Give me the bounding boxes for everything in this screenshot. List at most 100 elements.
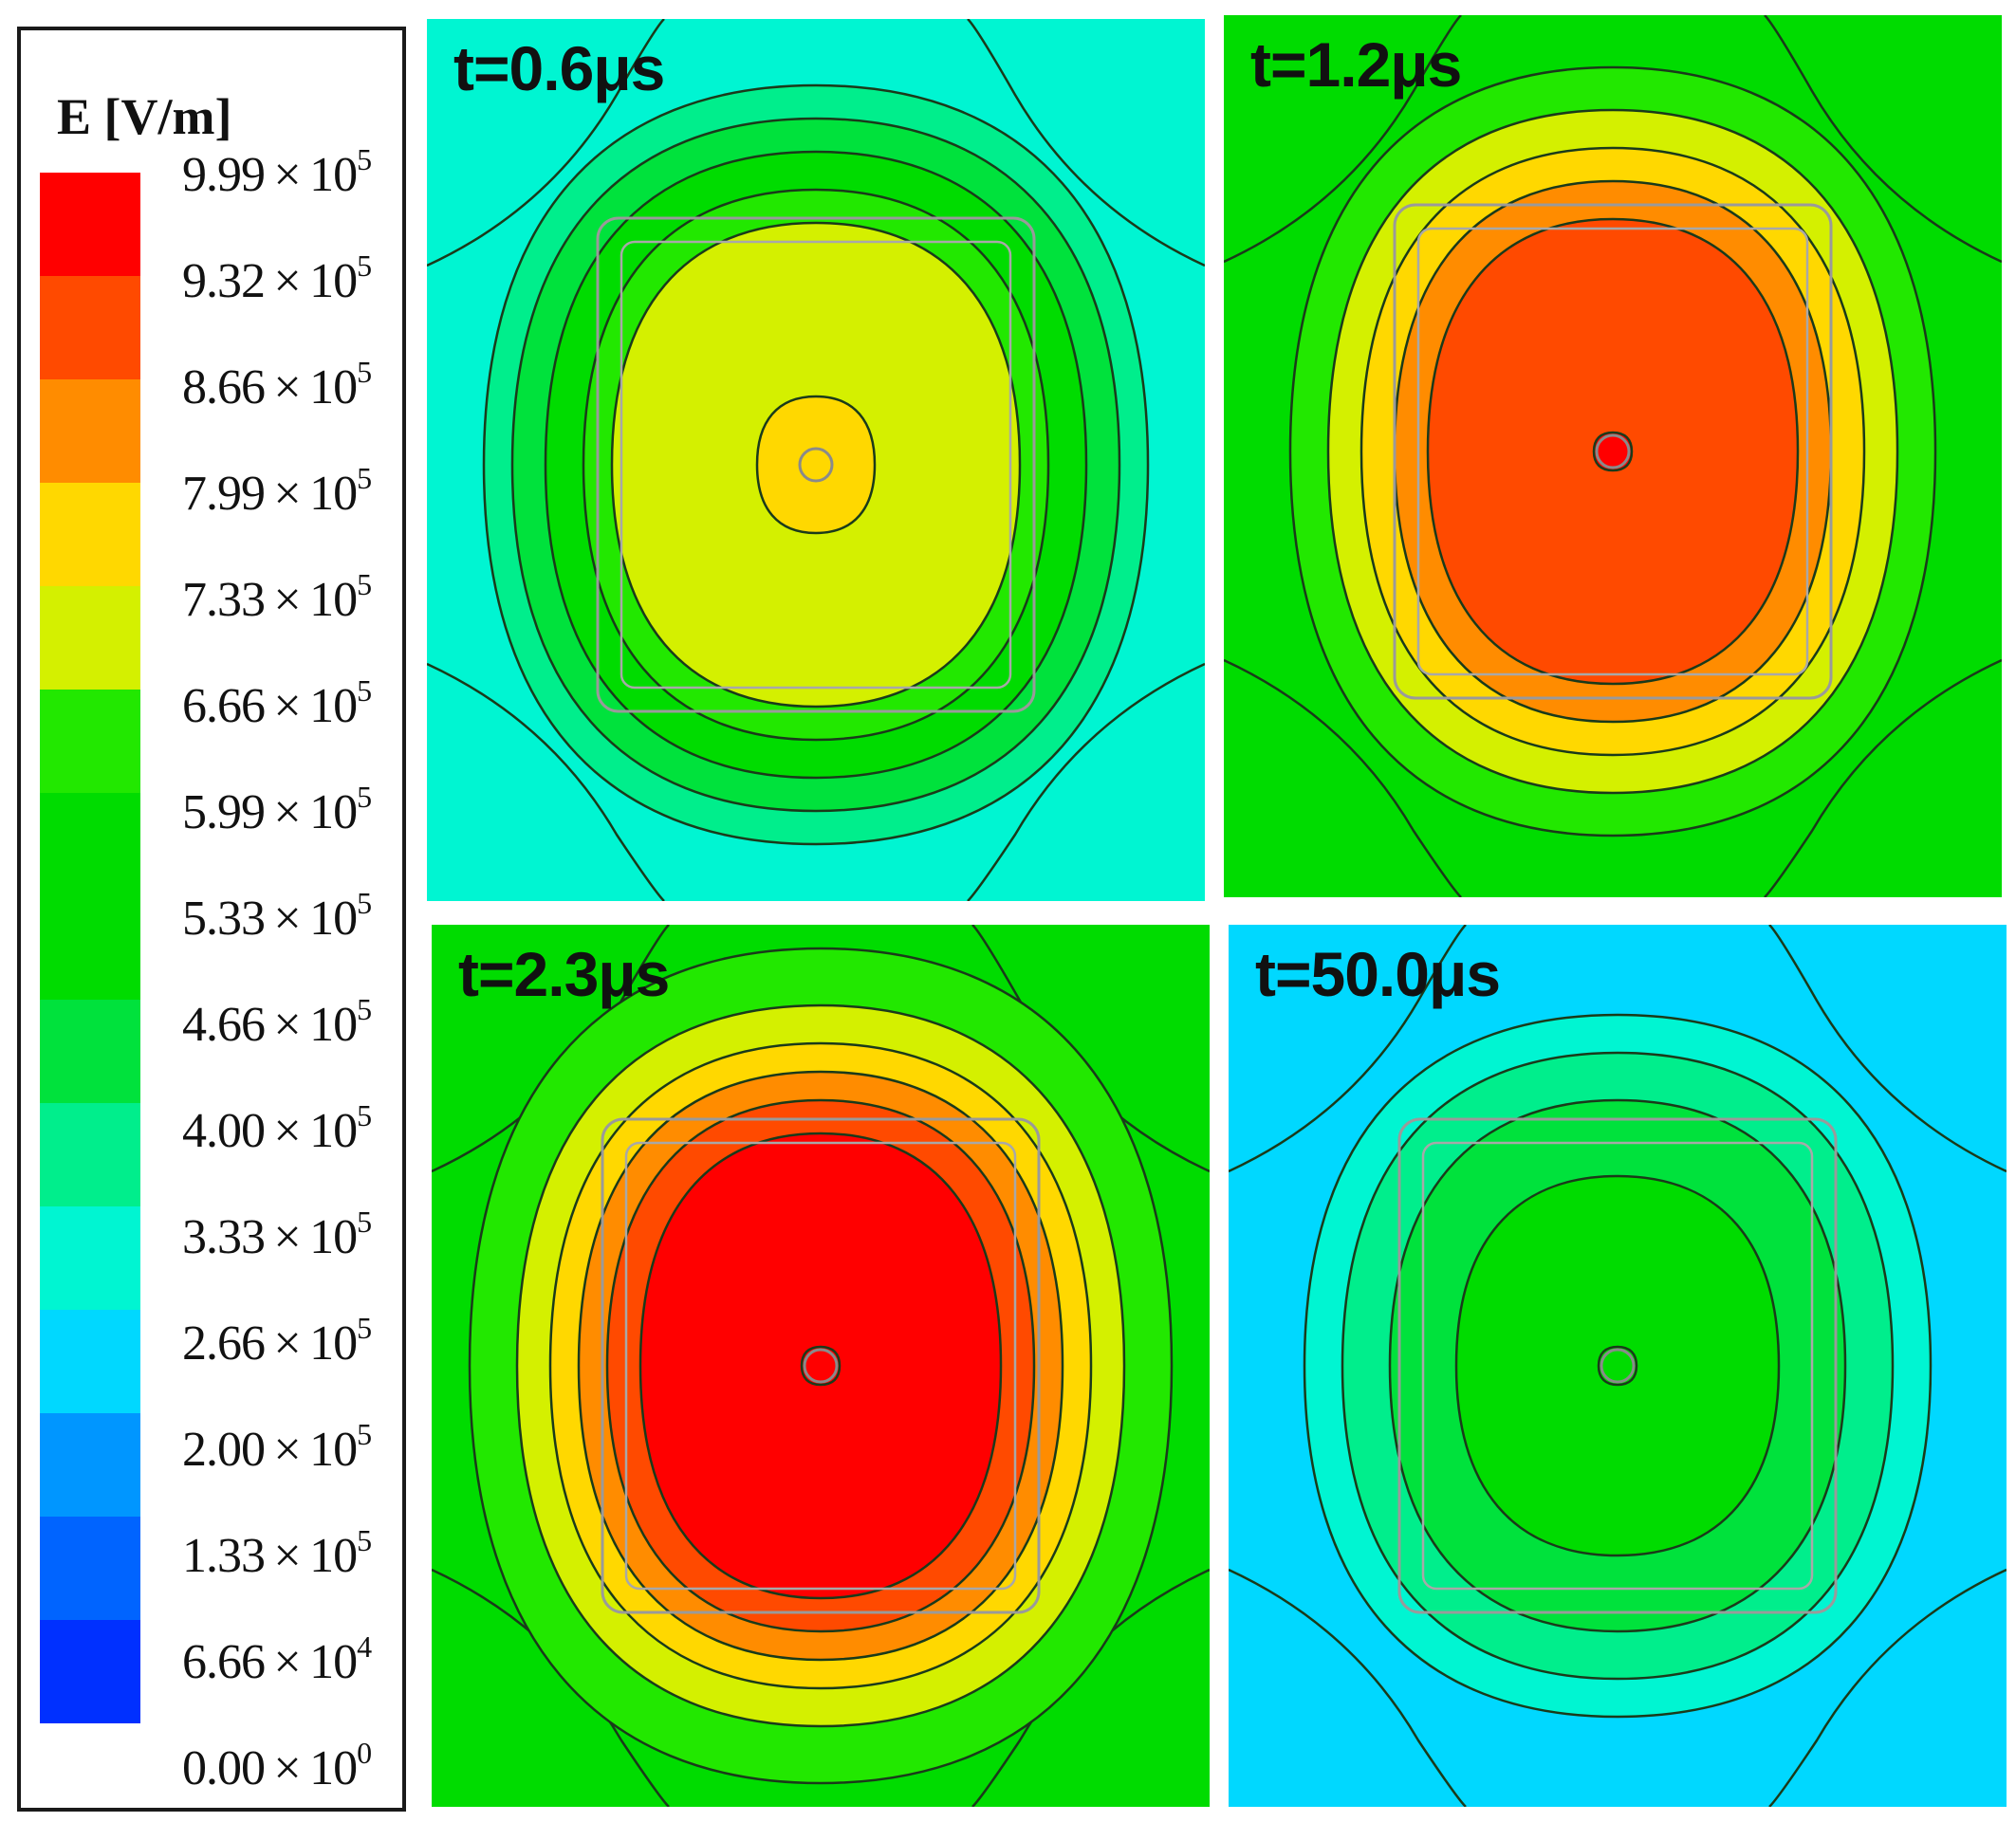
electrode-outline bbox=[1397, 1117, 1838, 1614]
tick-mantissa: 9.32 × 10 bbox=[182, 254, 358, 308]
colorbar-tick-label: 8.66 × 105 bbox=[182, 355, 372, 415]
panel-time-label: t=2.3μs bbox=[458, 939, 670, 1009]
contour-line bbox=[1768, 925, 2007, 1173]
tick-exponent: 5 bbox=[357, 142, 372, 176]
contour-line bbox=[427, 19, 665, 267]
tick-mantissa: 2.66 × 10 bbox=[182, 1316, 358, 1371]
colorbar-swatch bbox=[40, 483, 140, 586]
colorbar-swatch bbox=[40, 690, 140, 793]
tick-mantissa: 7.99 × 10 bbox=[182, 467, 358, 521]
contour-line bbox=[1229, 1568, 1467, 1807]
contour-line bbox=[1764, 15, 2002, 264]
contour-band bbox=[1597, 1345, 1638, 1387]
colorbar-tick-label: 5.33 × 105 bbox=[182, 886, 372, 947]
colorbar-tick-label: 1.33 × 105 bbox=[182, 1523, 372, 1584]
colorbar-tick-label: 4.66 × 105 bbox=[182, 992, 372, 1053]
tick-exponent: 4 bbox=[357, 1629, 372, 1664]
contour-band bbox=[755, 395, 877, 535]
tick-mantissa: 5.99 × 10 bbox=[182, 785, 358, 839]
electrode-outline bbox=[596, 216, 1036, 713]
tick-exponent: 5 bbox=[357, 461, 372, 495]
tick-mantissa: 4.66 × 10 bbox=[182, 998, 358, 1052]
colorbar-title: E [V/m] bbox=[57, 88, 232, 145]
colorbar-tick-label: 4.00 × 105 bbox=[182, 1098, 372, 1159]
tick-mantissa: 0.00 × 10 bbox=[182, 1741, 358, 1795]
panel-time-label: t=0.6μs bbox=[453, 33, 665, 103]
tick-exponent: 5 bbox=[357, 1311, 372, 1345]
center-marker bbox=[1595, 433, 1631, 469]
colorbar-swatch bbox=[40, 1206, 140, 1310]
contour-line bbox=[1224, 658, 1462, 897]
colorbar-swatch bbox=[40, 1517, 140, 1620]
colorbar-tick-label: 9.32 × 105 bbox=[182, 248, 372, 309]
tick-exponent: 5 bbox=[357, 1417, 372, 1451]
field-contour-plot bbox=[1224, 15, 2002, 897]
tick-exponent: 5 bbox=[357, 886, 372, 920]
electrode-outline bbox=[601, 1117, 1041, 1614]
tick-mantissa: 6.66 × 10 bbox=[182, 1635, 358, 1689]
colorbar-swatch bbox=[40, 1103, 140, 1206]
field-panel-t50: t=50.0μs bbox=[1229, 925, 2007, 1807]
colorbar-tick-label: 0.00 × 100 bbox=[182, 1736, 372, 1796]
tick-mantissa: 7.33 × 10 bbox=[182, 573, 358, 627]
tick-mantissa: 8.66 × 10 bbox=[182, 360, 358, 414]
contour-line bbox=[967, 662, 1205, 901]
colorbar-swatch bbox=[40, 793, 140, 896]
tick-exponent: 5 bbox=[357, 780, 372, 814]
colorbar-legend: E [V/m] 9.99 × 105 9.32 × 105 8.66 × 105 7.… bbox=[17, 27, 406, 1812]
contour-band bbox=[1592, 431, 1634, 472]
field-contour-plot bbox=[1229, 925, 2007, 1807]
colorbar-tick-label: 6.66 × 104 bbox=[182, 1629, 372, 1690]
colorbar-swatch bbox=[40, 1000, 140, 1103]
electrode-outline-inner bbox=[1416, 227, 1809, 676]
tick-mantissa: 5.33 × 10 bbox=[182, 892, 358, 946]
electrode-outline-inner bbox=[620, 240, 1012, 690]
tick-exponent: 5 bbox=[357, 1205, 372, 1239]
field-panel-t0-6: t=0.6μs bbox=[427, 19, 1205, 901]
colorbar-tick-label: 9.99 × 105 bbox=[182, 142, 372, 203]
tick-mantissa: 6.66 × 10 bbox=[182, 679, 358, 733]
tick-exponent: 5 bbox=[357, 248, 372, 283]
colorbar-swatch bbox=[40, 173, 140, 276]
colorbar-tick-labels: 9.99 × 105 9.32 × 105 8.66 × 105 7.99 × 105… bbox=[182, 142, 410, 1795]
center-marker bbox=[803, 1348, 839, 1384]
colorbar-swatch bbox=[40, 896, 140, 1000]
colorbar-swatch bbox=[40, 1620, 140, 1723]
contour-line bbox=[967, 19, 1205, 267]
tick-exponent: 5 bbox=[357, 992, 372, 1026]
colorbar-tick-label: 5.99 × 105 bbox=[182, 780, 372, 840]
colorbar-swatch bbox=[40, 1413, 140, 1517]
tick-exponent: 5 bbox=[357, 1098, 372, 1132]
colorbar-swatch bbox=[40, 586, 140, 690]
colorbar-swatch bbox=[40, 1310, 140, 1413]
panel-time-label: t=50.0μs bbox=[1255, 939, 1501, 1009]
colorbar-swatches bbox=[40, 173, 140, 1723]
colorbar-tick-label: 2.66 × 105 bbox=[182, 1311, 372, 1371]
tick-mantissa: 9.99 × 10 bbox=[182, 148, 358, 202]
tick-exponent: 5 bbox=[357, 567, 372, 601]
contour-line bbox=[1768, 1568, 2007, 1807]
electrode-outline-inner bbox=[1421, 1141, 1814, 1591]
colorbar-swatch bbox=[40, 276, 140, 379]
colorbar-swatch bbox=[40, 379, 140, 483]
colorbar-tick-label: 3.33 × 105 bbox=[182, 1205, 372, 1265]
panel-time-label: t=1.2μs bbox=[1250, 29, 1462, 100]
field-contour-plot bbox=[427, 19, 1205, 901]
colorbar-tick-label: 6.66 × 105 bbox=[182, 673, 372, 734]
field-panel-t1-2: t=1.2μs bbox=[1224, 15, 2002, 897]
tick-mantissa: 4.00 × 10 bbox=[182, 1104, 358, 1158]
center-marker bbox=[1600, 1348, 1636, 1384]
contour-line bbox=[1224, 15, 1462, 264]
tick-exponent: 5 bbox=[357, 673, 372, 708]
electrode-outline bbox=[1393, 203, 1833, 700]
tick-mantissa: 1.33 × 10 bbox=[182, 1529, 358, 1583]
contour-line bbox=[1764, 658, 2002, 897]
tick-exponent: 5 bbox=[357, 355, 372, 389]
colorbar-tick-label: 2.00 × 105 bbox=[182, 1417, 372, 1478]
electrode-outline-inner bbox=[624, 1141, 1017, 1591]
field-panel-t2-3: t=2.3μs bbox=[432, 925, 1210, 1807]
contour-line bbox=[1229, 925, 1467, 1173]
tick-exponent: 0 bbox=[357, 1736, 372, 1770]
tick-mantissa: 2.00 × 10 bbox=[182, 1423, 358, 1477]
tick-mantissa: 3.33 × 10 bbox=[182, 1210, 358, 1264]
